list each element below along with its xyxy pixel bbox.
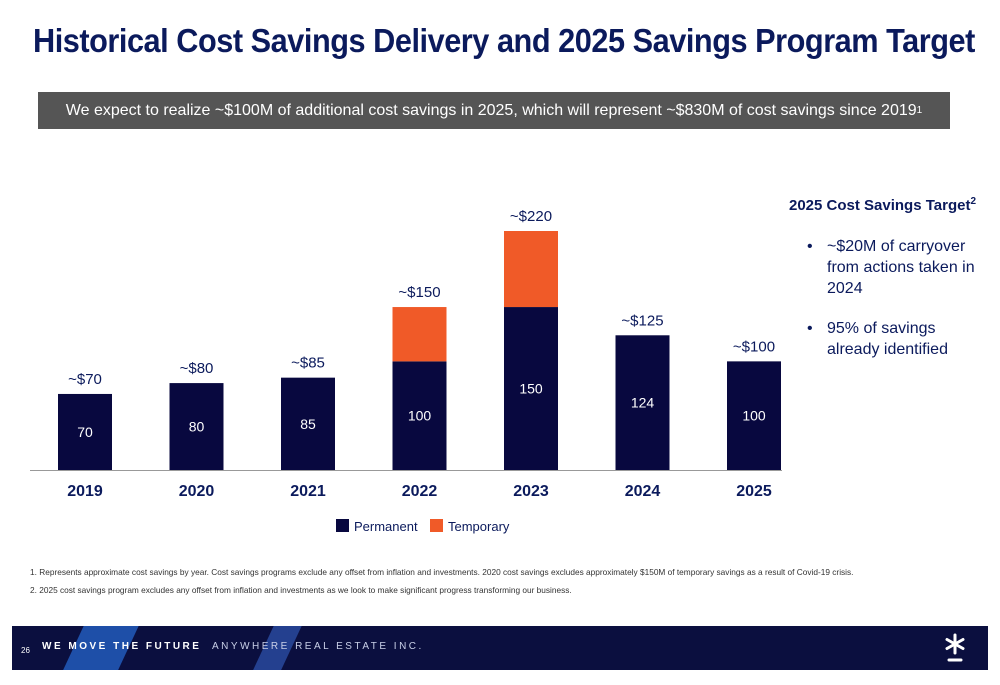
bar-permanent (281, 377, 335, 470)
legend-swatch (336, 519, 349, 532)
bar-total-label: ~$70 (68, 371, 102, 388)
bar-value-label: 85 (300, 416, 316, 432)
legend-label: Temporary (448, 519, 510, 534)
bar-value-label: 100 (742, 408, 766, 424)
x-tick-label: 2019 (67, 483, 103, 500)
savings-target-panel: 2025 Cost Savings Target2 ~$20M of carry… (789, 196, 989, 379)
bar-value-label: 150 (519, 381, 543, 397)
footnote-1: 1. Represents approximate cost savings b… (30, 567, 854, 577)
legend-label: Permanent (354, 519, 418, 534)
page-number: 26 (21, 646, 30, 655)
savings-target-footnote-ref: 2 (970, 196, 977, 207)
legend-swatch (430, 519, 443, 532)
x-tick-label: 2022 (402, 483, 438, 500)
bar-total-label: ~$85 (291, 355, 325, 372)
footer-motto: WE MOVE THE FUTURE ANYWHERE REAL ESTATE … (42, 641, 424, 652)
bar-total-label: ~$125 (621, 312, 663, 329)
footnote-2: 2. 2025 cost savings program excludes an… (30, 585, 572, 595)
bar-total-label: ~$220 (510, 208, 552, 225)
bar-permanent (615, 335, 670, 470)
bar-permanent (504, 307, 558, 470)
footnotes: 1. Represents approximate cost savings b… (30, 563, 853, 599)
bar-total-label: ~$80 (180, 360, 214, 377)
bar-temporary (392, 307, 447, 362)
x-tick-label: 2021 (290, 483, 326, 500)
motto-bold: WE MOVE THE FUTURE (42, 641, 202, 652)
savings-target-list: ~$20M of carryover from actions taken in… (789, 236, 989, 360)
savings-target-bullet: 95% of savings already identified (789, 318, 989, 360)
bar-value-label: 70 (77, 424, 93, 440)
bar-temporary (504, 231, 558, 308)
footer-bar: 26 WE MOVE THE FUTURE ANYWHERE REAL ESTA… (12, 626, 988, 670)
x-tick-label: 2023 (513, 483, 549, 500)
x-tick-label: 2025 (736, 483, 772, 500)
bar-permanent (169, 383, 224, 470)
savings-target-title-text: 2025 Cost Savings Target (789, 197, 971, 214)
x-tick-label: 2020 (179, 483, 215, 500)
bar-permanent (58, 393, 112, 470)
banner-text: We expect to realize ~$100M of additiona… (65, 101, 917, 119)
x-tick-label: 2024 (625, 483, 661, 500)
banner-footnote-ref: 1 (916, 105, 923, 116)
company-name: ANYWHERE REAL ESTATE INC. (212, 641, 424, 652)
cost-savings-chart: 70 ~$70 2019 80 ~$80 2020 85 ~$85 2021 100 ~$150 20… (30, 208, 782, 534)
savings-target-title: 2025 Cost Savings Target2 (789, 196, 989, 214)
page-title: Historical Cost Savings Delivery and 202… (33, 22, 975, 59)
savings-target-bullet: ~$20M of carryover from actions taken in… (789, 236, 989, 299)
bar-total-label: ~$150 (398, 284, 440, 301)
summary-banner: We expect to realize ~$100M of additiona… (38, 92, 950, 129)
bar-permanent (392, 361, 447, 470)
bar-value-label: 124 (631, 395, 655, 411)
bar-permanent (727, 361, 781, 470)
bar-value-label: 100 (408, 408, 432, 424)
anywhere-logo-icon (945, 633, 965, 662)
bar-value-label: 80 (189, 419, 205, 435)
bar-total-label: ~$100 (733, 338, 775, 355)
